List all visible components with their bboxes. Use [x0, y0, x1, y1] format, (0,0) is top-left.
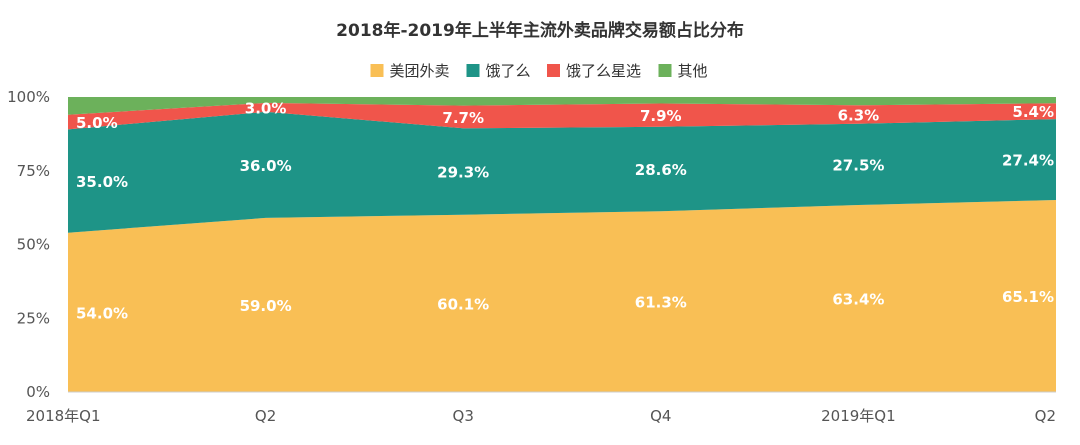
- x-tick-label: 2019年Q1: [821, 407, 896, 425]
- y-tick-label: 100%: [7, 88, 50, 106]
- y-tick-label: 75%: [17, 162, 50, 180]
- y-tick-label: 50%: [17, 236, 50, 254]
- y-axis: 0% 25% 50% 75% 100%: [7, 88, 50, 401]
- data-label-2-0: 5.0%: [76, 114, 118, 132]
- data-labels: 54.0% 59.0% 60.1% 61.3% 63.4% 65.1% 35.0% 36.0%…: [76, 99, 1054, 322]
- data-label-0-0: 54.0%: [76, 304, 128, 322]
- data-label-2-4: 6.3%: [838, 107, 880, 125]
- area-series-2: [68, 102, 1056, 130]
- data-label-0-1: 59.0%: [240, 297, 292, 315]
- x-axis: 2018年Q1 Q2 Q3 Q4 2019年Q1 Q2: [26, 391, 1056, 425]
- legend: 美团外卖 饿了么 饿了么星选 其他: [370, 62, 708, 80]
- chart-title: 2018年-2019年上半年主流外卖品牌交易额占比分布: [336, 20, 744, 41]
- data-label-0-3: 61.3%: [635, 294, 687, 312]
- x-tick-label: 2018年Q1: [26, 407, 101, 425]
- data-label-2-3: 7.9%: [640, 107, 682, 125]
- x-tick-label: Q2: [255, 407, 276, 425]
- x-tick-label: Q3: [453, 407, 474, 425]
- legend-swatch-0: [370, 64, 384, 77]
- area-series-3: [68, 97, 1056, 115]
- legend-label-3: 其他: [678, 62, 708, 80]
- data-label-0-4: 63.4%: [832, 290, 884, 308]
- legend-label-2: 饿了么星选: [566, 62, 641, 80]
- data-label-1-2: 29.3%: [437, 163, 489, 181]
- legend-swatch-1: [466, 64, 480, 77]
- data-label-1-5: 27.4%: [1002, 152, 1054, 170]
- legend-swatch-2: [547, 64, 560, 77]
- y-tick-label: 0%: [26, 383, 50, 401]
- data-label-1-0: 35.0%: [76, 173, 128, 191]
- legend-label-1: 饿了么: [486, 62, 531, 80]
- data-label-1-4: 27.5%: [832, 156, 884, 174]
- data-label-1-3: 28.6%: [635, 161, 687, 179]
- data-label-2-2: 7.7%: [442, 109, 484, 127]
- data-label-2-5: 5.4%: [1012, 103, 1054, 121]
- x-tick-label: Q2: [1035, 407, 1056, 425]
- legend-swatch-3: [658, 64, 672, 77]
- y-tick-label: 25%: [17, 309, 50, 327]
- legend-label-0: 美团外卖: [390, 62, 450, 80]
- data-label-1-1: 36.0%: [240, 157, 292, 175]
- data-label-0-2: 60.1%: [437, 295, 489, 313]
- area-series-1: [68, 111, 1056, 233]
- plot-area: [68, 97, 1056, 392]
- data-label-2-1: 3.0%: [245, 99, 287, 117]
- data-label-0-5: 65.1%: [1002, 288, 1054, 306]
- area-series-0: [68, 200, 1056, 392]
- x-tick-label: Q4: [650, 407, 671, 425]
